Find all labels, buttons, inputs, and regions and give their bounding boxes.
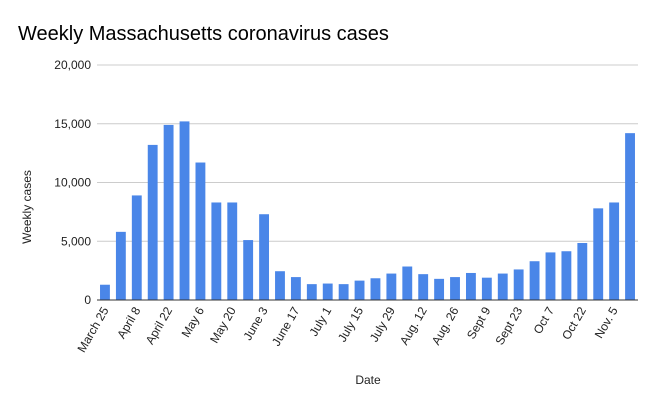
bar [322,283,333,300]
y-tick-label: 20,000 [54,58,91,72]
x-tick-label: April 8 [114,304,143,341]
bar [131,195,142,300]
x-tick-label: June 17 [269,304,303,348]
x-tick-label: March 25 [74,304,111,355]
x-tick-label: Aug. 26 [429,304,462,347]
bar [163,124,174,300]
bar [147,144,158,300]
x-tick-label: May 20 [207,304,239,345]
bar [577,243,588,300]
x-tick-label: June 3 [241,304,271,342]
bar [275,271,285,300]
bar [481,277,492,300]
x-tick-label: Sept 9 [464,304,494,341]
bar [434,278,445,300]
x-tick-label: April 22 [143,304,176,347]
x-axis-label: Date [355,373,381,387]
bar [386,273,397,300]
bar [306,284,317,300]
bar [338,284,349,300]
bar [545,252,556,300]
bar [211,202,222,300]
y-axis-ticks: 0 5,000 10,000 15,000 20,000 [54,58,91,307]
x-tick-label: Nov. 5 [592,304,621,341]
grid-lines [97,64,638,242]
x-tick-label: Oct 7 [531,304,558,336]
bar [290,277,301,300]
bar [418,274,429,300]
bar [354,280,365,300]
bar [609,202,620,300]
bar [259,214,270,300]
x-axis-ticks: March 25 April 8 April 22 May 6 May 20 June 3… [74,304,620,355]
x-tick-label: Oct 22 [559,304,589,342]
bar [402,266,413,300]
y-tick-label: 15,000 [54,117,91,131]
bar [593,208,604,300]
bar [450,277,460,300]
x-tick-label: July 1 [307,304,335,338]
bars [100,121,635,301]
bar [529,261,540,300]
bar [195,162,206,300]
chart-title: Weekly Massachusetts coronavirus cases [18,23,389,45]
bar [100,284,110,300]
y-tick-label: 0 [84,293,91,307]
bar [497,273,508,300]
x-tick-label: May 6 [179,304,208,340]
bar [465,272,476,300]
bar [179,121,190,301]
bar [243,240,254,300]
x-tick-label: Aug. 12 [397,304,430,347]
bar [227,202,238,300]
bar [115,231,126,300]
bar [625,133,635,300]
bar [561,251,572,300]
y-tick-label: 10,000 [54,176,91,190]
y-tick-label: 5,000 [61,234,91,248]
x-tick-label: July 29 [367,304,398,344]
bar [370,278,381,300]
x-tick-label: July 15 [335,304,366,344]
bar [513,269,524,300]
x-tick-label: Sept 23 [492,304,525,347]
y-axis-label: Weekly cases [20,170,34,244]
